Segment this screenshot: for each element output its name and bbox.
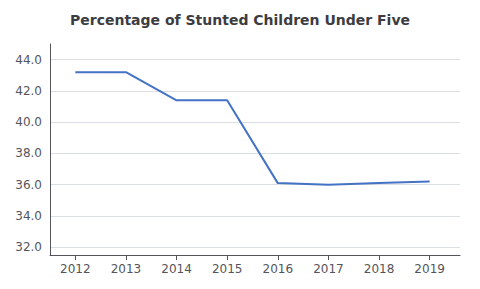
svg-text:38.0: 38.0 — [15, 146, 42, 160]
svg-text:2017: 2017 — [313, 262, 344, 276]
svg-text:2015: 2015 — [212, 262, 243, 276]
svg-text:2013: 2013 — [111, 262, 142, 276]
svg-text:44.0: 44.0 — [15, 53, 42, 67]
svg-text:32.0: 32.0 — [15, 240, 42, 254]
svg-text:2016: 2016 — [263, 262, 294, 276]
svg-text:42.0: 42.0 — [15, 84, 42, 98]
svg-text:2019: 2019 — [414, 262, 445, 276]
svg-text:Percentage of Stunted Children: Percentage of Stunted Children Under Fiv… — [70, 12, 410, 28]
svg-text:34.0: 34.0 — [15, 209, 42, 223]
svg-text:2018: 2018 — [364, 262, 395, 276]
svg-text:40.0: 40.0 — [15, 115, 42, 129]
svg-text:2014: 2014 — [161, 262, 192, 276]
svg-text:2012: 2012 — [60, 262, 91, 276]
svg-text:36.0: 36.0 — [15, 178, 42, 192]
